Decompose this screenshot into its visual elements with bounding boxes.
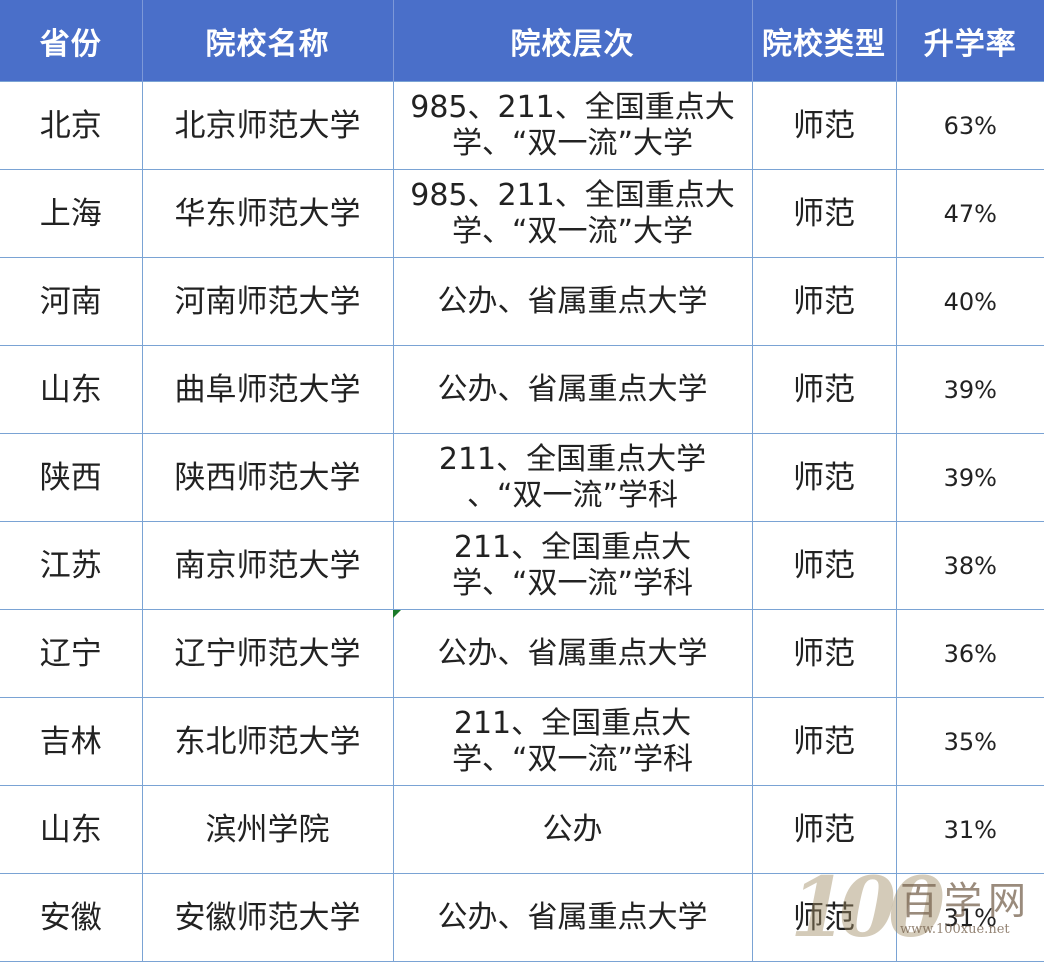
school-type-cell: 师范 xyxy=(751,169,897,258)
school-name-cell: 东北师范大学 xyxy=(141,697,394,786)
school-level-cell: 985、211、全国重点大学、“双一流”大学 xyxy=(392,169,753,258)
school-type-cell: 师范 xyxy=(751,81,897,170)
school-name-cell: 辽宁师范大学 xyxy=(141,609,394,698)
rate-cell: 38% xyxy=(895,521,1044,610)
table-row: 陕西 陕西师范大学 211、全国重点大学 、“双一流”学科 师范 39% xyxy=(0,433,1044,522)
table-row: 上海 华东师范大学 985、211、全国重点大学、“双一流”大学 师范 47% xyxy=(0,169,1044,258)
school-name-cell: 陕西师范大学 xyxy=(141,433,394,522)
rate-cell: 40% xyxy=(895,257,1044,346)
header-school-name: 院校名称 xyxy=(142,0,394,82)
province-cell: 江苏 xyxy=(0,521,143,610)
province-cell: 陕西 xyxy=(0,433,143,522)
school-name-cell: 滨州学院 xyxy=(141,785,394,874)
school-type-cell: 师范 xyxy=(751,521,897,610)
school-level-cell: 公办、省属重点大学 xyxy=(392,609,753,698)
school-name-cell: 南京师范大学 xyxy=(141,521,394,610)
rate-cell: 31% xyxy=(895,873,1044,962)
header-rate: 升学率 xyxy=(896,0,1044,82)
province-cell: 河南 xyxy=(0,257,143,346)
school-type-cell: 师范 xyxy=(751,345,897,434)
rate-cell: 31% xyxy=(895,785,1044,874)
province-cell: 山东 xyxy=(0,345,143,434)
table-row: 吉林 东北师范大学 211、全国重点大学、“双一流”学科 师范 35% xyxy=(0,697,1044,786)
province-cell: 山东 xyxy=(0,785,143,874)
school-name-cell: 安徽师范大学 xyxy=(141,873,394,962)
table-row: 江苏 南京师范大学 211、全国重点大学、“双一流”学科 师范 38% xyxy=(0,521,1044,610)
school-level-cell: 公办、省属重点大学 xyxy=(392,345,753,434)
province-cell: 北京 xyxy=(0,81,143,170)
rate-cell: 47% xyxy=(895,169,1044,258)
cell-comment-marker xyxy=(393,610,401,618)
table-body: 北京 北京师范大学 985、211、全国重点大学、“双一流”大学 师范 63% … xyxy=(0,81,1044,962)
header-school-level: 院校层次 xyxy=(393,0,753,82)
watermark-url: www.100xue.net xyxy=(900,922,1010,937)
province-cell: 吉林 xyxy=(0,697,143,786)
table-row: 安徽 安徽师范大学 公办、省属重点大学 师范 31% xyxy=(0,873,1044,962)
school-type-cell: 师范 xyxy=(751,785,897,874)
school-level-cell: 公办 xyxy=(392,785,753,874)
rate-cell: 35% xyxy=(895,697,1044,786)
watermark-site-name: 百学网 xyxy=(900,879,1033,923)
school-type-cell: 师范 xyxy=(751,433,897,522)
school-type-cell: 师范 xyxy=(751,609,897,698)
school-level-cell: 211、全国重点大学、“双一流”学科 xyxy=(392,521,753,610)
header-school-type: 院校类型 xyxy=(752,0,897,82)
table-header: 省份 院校名称 院校层次 院校类型 升学率 xyxy=(0,0,1044,82)
table-row: 山东 滨州学院 公办 师范 31% xyxy=(0,785,1044,874)
watermark-logo: 100 xyxy=(790,860,945,956)
school-type-cell: 师范 xyxy=(751,257,897,346)
school-level-cell: 公办、省属重点大学 xyxy=(392,257,753,346)
table-row: 山东 曲阜师范大学 公办、省属重点大学 师范 39% xyxy=(0,345,1044,434)
rate-cell: 63% xyxy=(895,81,1044,170)
header-province: 省份 xyxy=(0,0,143,82)
table-row: 北京 北京师范大学 985、211、全国重点大学、“双一流”大学 师范 63% xyxy=(0,81,1044,170)
table-row: 河南 河南师范大学 公办、省属重点大学 师范 40% xyxy=(0,257,1044,346)
table-row: 辽宁 辽宁师范大学 公办、省属重点大学 师范 36% xyxy=(0,609,1044,698)
school-type-cell: 师范 xyxy=(751,873,897,962)
school-level-cell: 985、211、全国重点大学、“双一流”大学 xyxy=(392,81,753,170)
school-name-cell: 曲阜师范大学 xyxy=(141,345,394,434)
rate-cell: 39% xyxy=(895,345,1044,434)
school-name-cell: 河南师范大学 xyxy=(141,257,394,346)
school-name-cell: 北京师范大学 xyxy=(141,81,394,170)
province-cell: 辽宁 xyxy=(0,609,143,698)
province-cell: 安徽 xyxy=(0,873,143,962)
rate-cell: 36% xyxy=(895,609,1044,698)
watermark: 100 百学网 www.100xue.net xyxy=(790,860,1040,960)
school-type-cell: 师范 xyxy=(751,697,897,786)
school-level-cell: 公办、省属重点大学 xyxy=(392,873,753,962)
school-level-cell: 211、全国重点大学 、“双一流”学科 xyxy=(392,433,753,522)
school-level-cell: 211、全国重点大学、“双一流”学科 xyxy=(392,697,753,786)
school-name-cell: 华东师范大学 xyxy=(141,169,394,258)
province-cell: 上海 xyxy=(0,169,143,258)
rate-cell: 39% xyxy=(895,433,1044,522)
